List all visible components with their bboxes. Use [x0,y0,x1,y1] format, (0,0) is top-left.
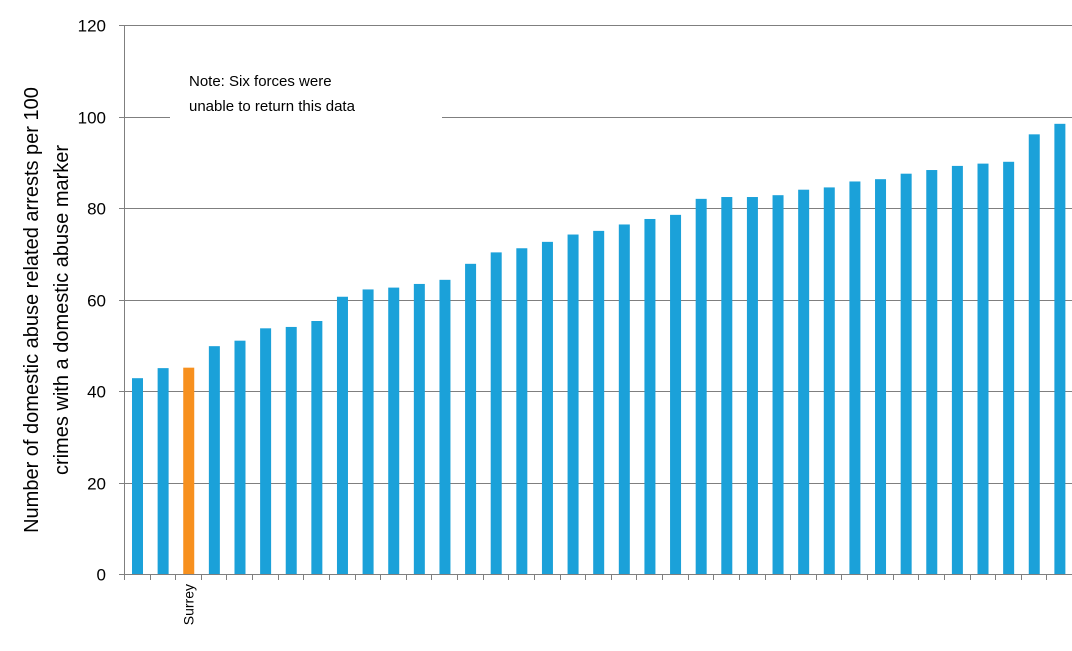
bar [157,368,169,575]
y-tick-label: 20 [87,475,106,494]
annotation-background [170,66,442,130]
y-tick-label: 60 [87,292,106,311]
bar [260,328,272,574]
bar [772,195,784,574]
y-axis-title-line: crimes with a domestic abuse marker [51,145,73,475]
bar [336,296,348,574]
bar [388,287,400,574]
bar [465,263,477,574]
bar [413,283,425,574]
bar [362,289,374,574]
bar [1003,161,1015,575]
y-axis-title-line: Number of domestic abuse related arrests… [21,87,43,533]
bar [234,340,246,574]
bar [311,321,323,574]
bar [439,279,451,574]
y-tick-label: 0 [97,566,106,585]
labels: 0 20 40 60 80 100 120 Surrey Number of domestic … [21,17,442,625]
bar [951,165,963,574]
y-tick-label: 100 [78,109,106,128]
bar [1054,123,1066,574]
bar [593,230,605,575]
bar [541,241,553,575]
bar [849,181,861,574]
bar [208,346,220,574]
y-tick-label: 80 [87,200,106,219]
x-category-label: Surrey [181,584,197,625]
bar [875,179,887,574]
bar [900,173,912,574]
bar [670,214,682,575]
bar [285,326,297,574]
bar [516,248,528,574]
bars [132,123,1066,575]
bar [746,197,758,574]
bar [132,378,143,574]
bar [823,187,835,574]
bar [618,224,630,574]
bar [977,163,989,574]
bar [1028,134,1040,574]
axes [119,25,1072,580]
y-tick-label: 40 [87,383,106,402]
annotation-text-line: Note: Six forces were [189,73,332,90]
bar [567,234,579,574]
bar [490,252,502,574]
y-tick-label: 120 [78,17,106,36]
annotation-text-line: unable to return this data [189,98,356,115]
bar [926,170,938,574]
bar [695,198,707,574]
bar [798,189,810,574]
bar-highlighted [183,367,195,574]
bar [721,197,733,574]
bar [644,218,656,575]
